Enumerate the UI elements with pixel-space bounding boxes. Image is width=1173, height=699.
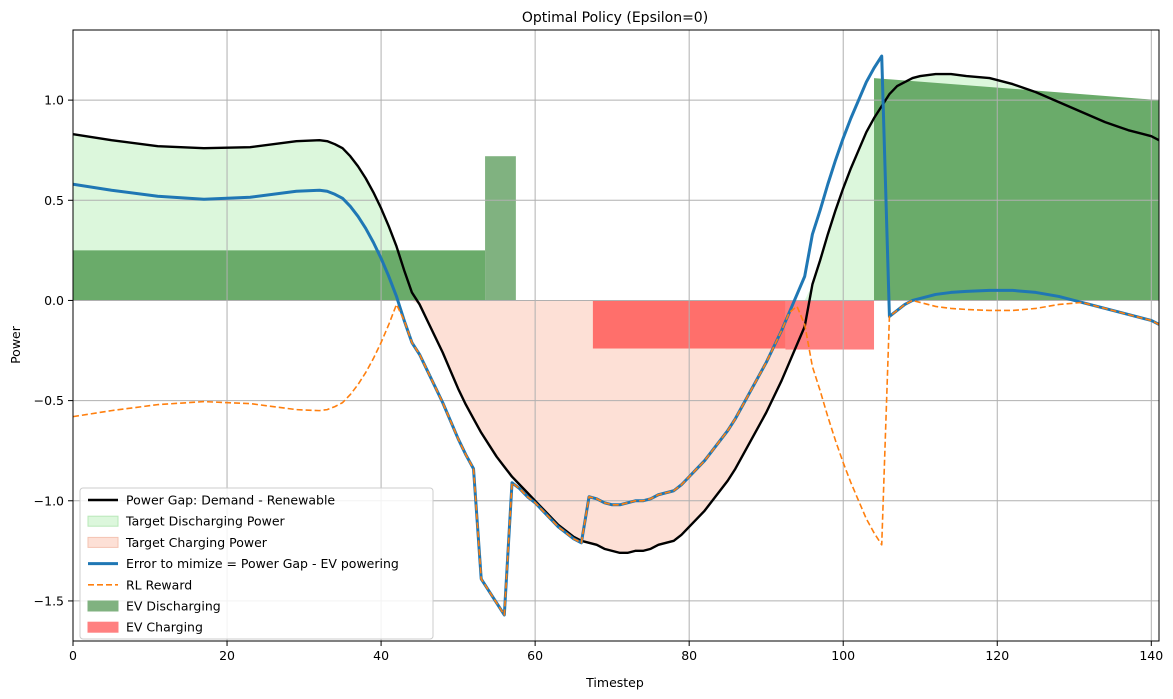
- x-tick-label: 140: [1139, 648, 1163, 663]
- y-tick-label: −1.0: [34, 493, 64, 508]
- legend-label: EV Discharging: [126, 599, 221, 614]
- ev-discharging-bar: [73, 250, 486, 301]
- legend-label: Target Charging Power: [125, 535, 268, 550]
- y-tick-label: −1.5: [34, 593, 64, 608]
- legend-label: Target Discharging Power: [125, 514, 286, 529]
- rl-reward-line: [73, 299, 1159, 616]
- legend-swatch: [87, 600, 119, 612]
- legend-label: RL Reward: [126, 577, 192, 592]
- power-gap-line: [73, 72, 1159, 555]
- ev-discharging-bar: [485, 156, 516, 301]
- ev-discharging-bar: [874, 78, 1159, 301]
- x-tick-label: 120: [985, 648, 1009, 663]
- ev-charging-bar: [785, 300, 875, 350]
- x-tick-label: 20: [219, 648, 235, 663]
- target-charging-area: [73, 300, 1159, 553]
- y-tick-label: 0.0: [44, 293, 64, 308]
- legend-label: EV Charging: [126, 620, 203, 635]
- legend-swatch: [87, 515, 119, 527]
- x-tick-label: 0: [69, 648, 77, 663]
- x-tick-label: 60: [527, 648, 543, 663]
- x-axis-label: Timestep: [585, 675, 644, 690]
- plot-frame: [72, 29, 1160, 642]
- x-tick-label: 40: [373, 648, 389, 663]
- x-tick-label: 80: [681, 648, 697, 663]
- chart-title: Optimal Policy (Epsilon=0): [522, 10, 708, 26]
- y-axis-label: Power: [8, 325, 23, 364]
- x-tick-label: 100: [831, 648, 855, 663]
- legend-box: [79, 487, 434, 640]
- legend-swatch: [87, 621, 119, 633]
- legend-label: Error to mimize = Power Gap - EV powerin…: [126, 556, 399, 571]
- y-tick-label: 0.5: [44, 193, 64, 208]
- legend-label: Power Gap: Demand - Renewable: [126, 493, 335, 508]
- y-tick-label: 1.0: [44, 93, 64, 108]
- legend-swatch: [87, 536, 119, 548]
- y-tick-label: −0.5: [34, 393, 64, 408]
